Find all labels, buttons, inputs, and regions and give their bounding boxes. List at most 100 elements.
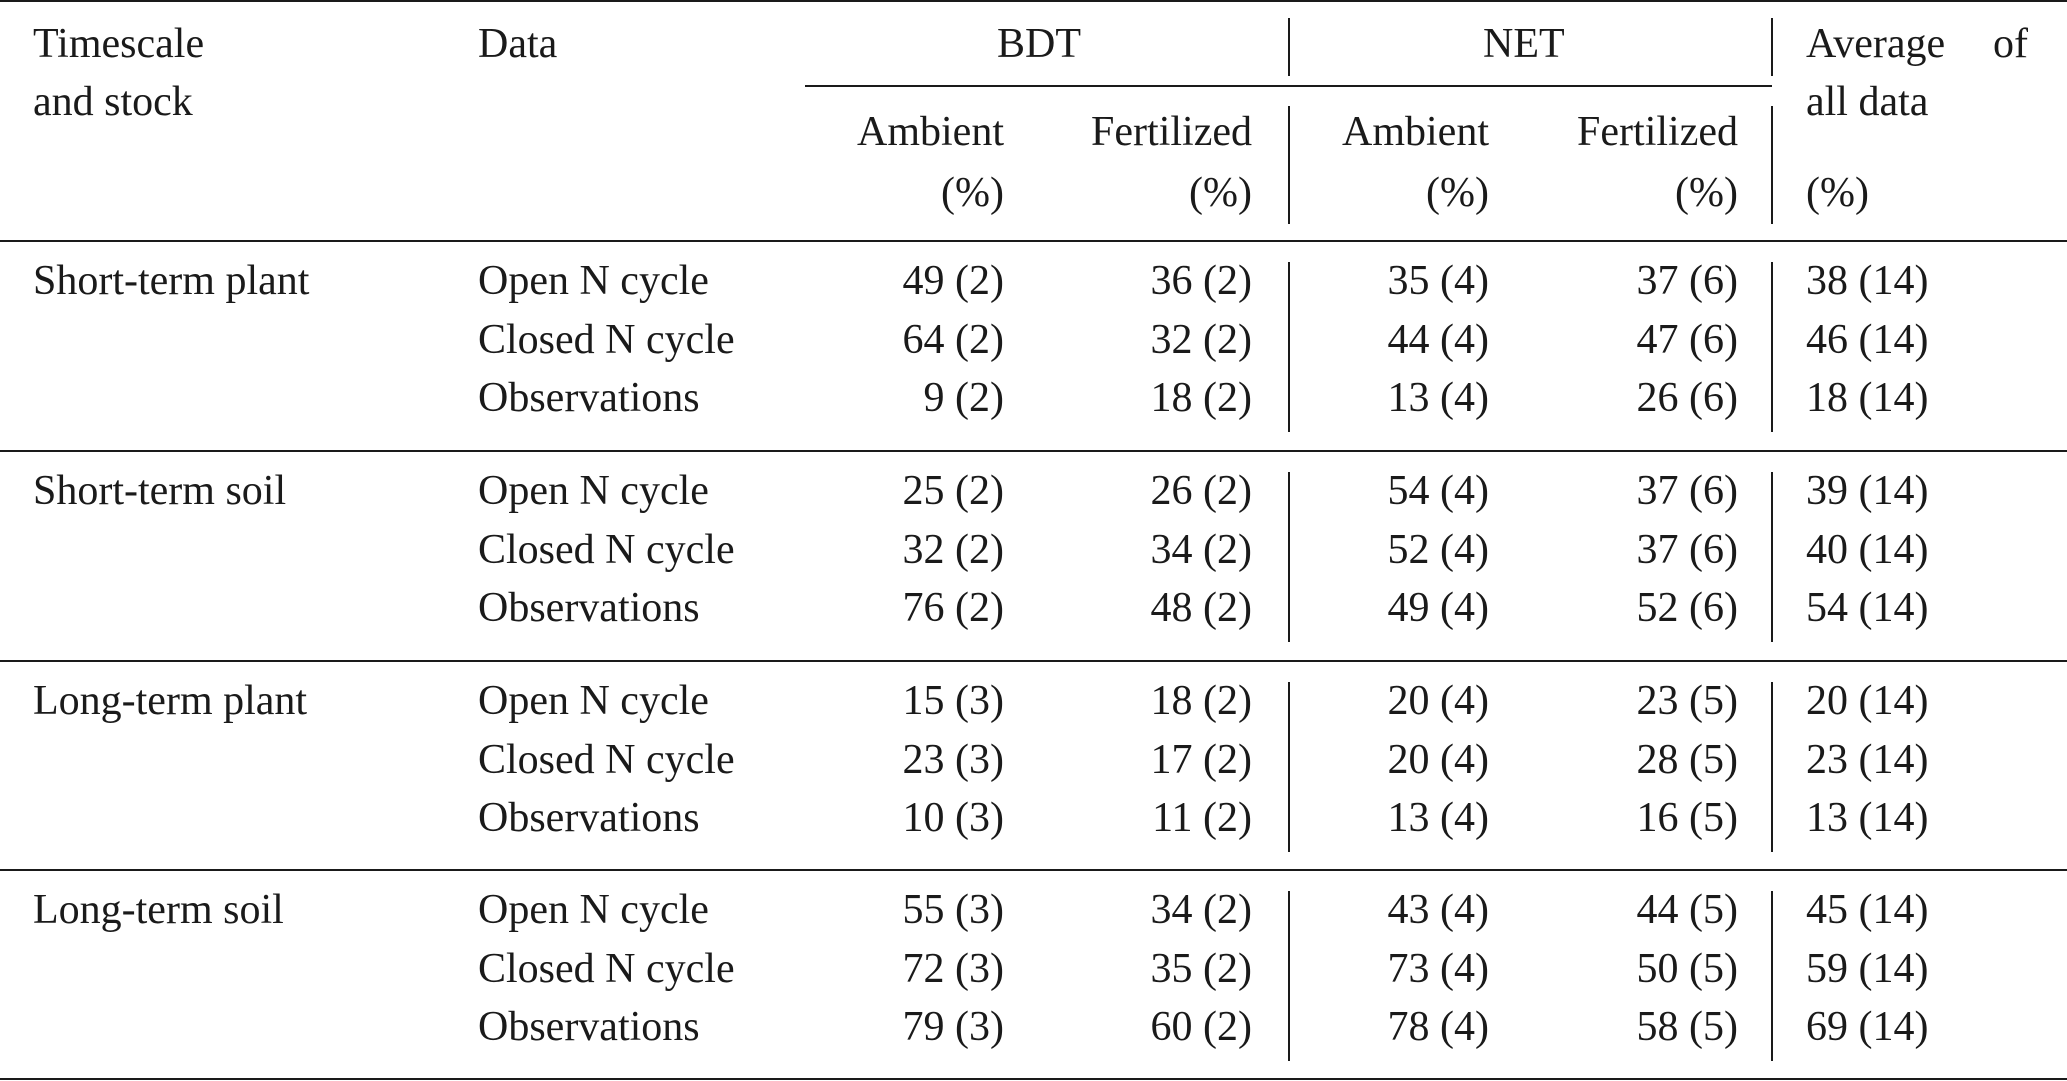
header-net-ambient-unit: (%)	[1426, 170, 1489, 216]
group-stock-label: Long-term soil	[33, 887, 284, 933]
table-cell-net-fertilized: 16 (5)	[1636, 795, 1738, 841]
header-timescale-line2: and stock	[33, 79, 193, 125]
table-cell-bdt-fertilized: 34 (2)	[1150, 887, 1252, 933]
table-cell-net-fertilized: 52 (6)	[1636, 585, 1738, 631]
table-cell-data: Closed N cycle	[478, 945, 735, 992]
table-cell-bdt-ambient: 15 (3)	[902, 678, 1004, 724]
table-cell-bdt-fertilized: 34 (2)	[1150, 526, 1252, 573]
table-cell-bdt-ambient: 25 (2)	[902, 468, 1004, 514]
table-cell-bdt-ambient: 64 (2)	[902, 316, 1004, 363]
table-cell-data: Closed N cycle	[478, 736, 735, 783]
table-cell-bdt-fertilized: 18 (2)	[1150, 375, 1252, 421]
table-cell-net-ambient: 49 (4)	[1387, 585, 1489, 631]
header-average-word1: Average	[1806, 21, 1946, 67]
table-cell-net-fertilized: 28 (5)	[1636, 736, 1738, 783]
table-cell-average: 69 (14)	[1806, 1004, 1929, 1050]
group-divider-line	[1288, 472, 1290, 642]
table-cell-average: 45 (14)	[1806, 887, 1929, 933]
group-divider-line	[1771, 262, 1773, 432]
table-cell-bdt-fertilized: 32 (2)	[1150, 316, 1252, 363]
table-cell-data: Open N cycle	[478, 678, 709, 724]
table-cell-bdt-fertilized: 18 (2)	[1150, 678, 1252, 724]
group-separator-rule	[0, 450, 2067, 452]
table-cell-net-ambient: 54 (4)	[1387, 468, 1489, 514]
table-cell-net-fertilized: 44 (5)	[1636, 887, 1738, 933]
header-divider-bdt-net	[1288, 18, 1290, 76]
table-cell-bdt-ambient: 72 (3)	[902, 945, 1004, 992]
table-cell-net-fertilized: 47 (6)	[1636, 316, 1738, 363]
top-rule	[0, 0, 2067, 2]
table-cell-bdt-fertilized: 17 (2)	[1150, 736, 1252, 783]
table-cell-data: Observations	[478, 1004, 700, 1050]
table-cell-bdt-ambient: 10 (3)	[902, 795, 1004, 841]
table-cell-net-ambient: 78 (4)	[1387, 1004, 1489, 1050]
group-divider-line	[1288, 682, 1290, 852]
table-cell-net-ambient: 13 (4)	[1387, 375, 1489, 421]
subheader-divider-bdt-net	[1288, 106, 1290, 224]
header-divider-net-average	[1771, 18, 1773, 76]
table-cell-net-fertilized: 23 (5)	[1636, 678, 1738, 724]
table-cell-average: 38 (14)	[1806, 258, 1929, 304]
table-cell-average: 54 (14)	[1806, 585, 1929, 631]
table-cell-net-ambient: 73 (4)	[1387, 945, 1489, 992]
table-cell-data: Closed N cycle	[478, 526, 735, 573]
header-group-net: NET	[1483, 21, 1565, 67]
header-bdt-fertilized: Fertilized	[1091, 109, 1252, 155]
header-average-line2: all data	[1806, 79, 1929, 125]
table-cell-average: 46 (14)	[1806, 316, 1929, 363]
table-cell-bdt-ambient: 32 (2)	[902, 526, 1004, 573]
table-cell-net-ambient: 44 (4)	[1387, 316, 1489, 363]
table-cell-average: 20 (14)	[1806, 678, 1929, 724]
table-cell-bdt-fertilized: 11 (2)	[1152, 795, 1252, 841]
table-cell-bdt-fertilized: 35 (2)	[1150, 945, 1252, 992]
table-cell-net-ambient: 35 (4)	[1387, 258, 1489, 304]
header-net-fertilized-unit: (%)	[1675, 170, 1738, 216]
table-cell-net-fertilized: 37 (6)	[1636, 258, 1738, 304]
header-bdt-ambient: Ambient	[857, 109, 1004, 155]
table-cell-average: 23 (14)	[1806, 736, 1929, 783]
table-cell-net-fertilized: 58 (5)	[1636, 1004, 1738, 1050]
header-net-ambient: Ambient	[1342, 109, 1489, 155]
group-stock-label: Long-term plant	[33, 678, 308, 724]
table-cell-bdt-ambient: 55 (3)	[902, 887, 1004, 933]
table-cell-data: Closed N cycle	[478, 316, 735, 363]
table-cell-bdt-fertilized: 48 (2)	[1150, 585, 1252, 631]
table-cell-net-fertilized: 37 (6)	[1636, 468, 1738, 514]
table-cell-average: 40 (14)	[1806, 526, 1929, 573]
header-bdt-ambient-unit: (%)	[941, 170, 1004, 216]
table-cell-bdt-ambient: 9 (2)	[923, 375, 1004, 421]
table-cell-bdt-ambient: 79 (3)	[902, 1004, 1004, 1050]
header-group-bdt: BDT	[997, 21, 1081, 67]
header-bottom-rule	[0, 240, 2067, 242]
bottom-rule	[0, 1078, 2067, 1080]
table-cell-average: 59 (14)	[1806, 945, 1929, 992]
group-divider-line	[1771, 682, 1773, 852]
table-cell-net-fertilized: 26 (6)	[1636, 375, 1738, 421]
group-separator-rule	[0, 660, 2067, 662]
table-cell-average: 39 (14)	[1806, 468, 1929, 514]
group-divider-line	[1288, 262, 1290, 432]
group-stock-label: Short-term soil	[33, 468, 287, 514]
group-header-rule	[805, 85, 1772, 87]
table-cell-data: Observations	[478, 375, 700, 421]
table-cell-data: Open N cycle	[478, 258, 709, 304]
table-cell-data: Observations	[478, 585, 700, 631]
table-cell-average: 13 (14)	[1806, 795, 1929, 841]
table-cell-bdt-fertilized: 60 (2)	[1150, 1004, 1252, 1050]
table-cell-net-fertilized: 37 (6)	[1636, 526, 1738, 573]
group-divider-line	[1771, 472, 1773, 642]
subheader-divider-net-average	[1771, 106, 1773, 224]
table-cell-net-ambient: 20 (4)	[1387, 736, 1489, 783]
table-cell-net-fertilized: 50 (5)	[1636, 945, 1738, 992]
header-data: Data	[478, 21, 558, 67]
header-average-word2: of	[1993, 21, 2028, 67]
table-cell-bdt-ambient: 23 (3)	[902, 736, 1004, 783]
table-cell-bdt-fertilized: 26 (2)	[1150, 468, 1252, 514]
table-cell-data: Open N cycle	[478, 887, 709, 933]
table-cell-bdt-ambient: 76 (2)	[902, 585, 1004, 631]
group-stock-label: Short-term plant	[33, 258, 310, 304]
table-cell-net-ambient: 20 (4)	[1387, 678, 1489, 724]
group-divider-line	[1771, 891, 1773, 1061]
table-cell-net-ambient: 52 (4)	[1387, 526, 1489, 573]
header-net-fertilized: Fertilized	[1577, 109, 1738, 155]
